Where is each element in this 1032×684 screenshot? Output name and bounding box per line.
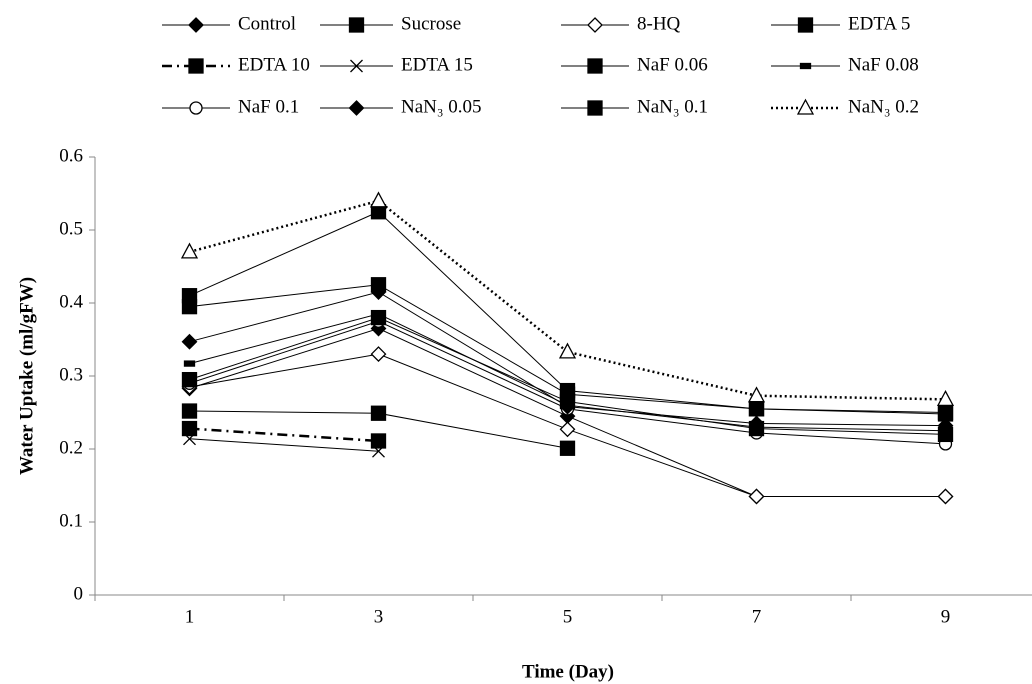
marker — [370, 346, 387, 363]
marker — [370, 284, 387, 300]
marker — [797, 17, 814, 33]
marker — [181, 333, 198, 350]
series — [181, 403, 576, 456]
marker — [370, 433, 387, 449]
y-tick-label: 0.5 — [59, 218, 83, 239]
legend-label: NaF 0.1 — [238, 96, 299, 117]
legend-label: NaF 0.06 — [637, 54, 708, 75]
marker — [587, 58, 603, 74]
marker — [188, 17, 204, 33]
marker — [180, 242, 199, 259]
marker — [372, 444, 385, 458]
marker — [559, 393, 576, 410]
marker — [748, 420, 765, 437]
series-line — [189, 438, 379, 452]
legend-item: NaF 0.06 — [561, 54, 708, 75]
x-tick-label: 1 — [185, 606, 195, 627]
marker — [350, 59, 363, 73]
marker — [369, 191, 388, 208]
legend-label: EDTA 5 — [848, 13, 910, 34]
marker — [181, 403, 198, 419]
marker — [181, 298, 198, 315]
series — [183, 432, 385, 458]
x-tick-label: 7 — [752, 606, 762, 627]
y-tick-label: 0.3 — [59, 364, 83, 385]
legend-item: NaF 0.08 — [771, 54, 919, 75]
marker — [747, 386, 766, 403]
marker — [370, 405, 387, 421]
marker — [936, 389, 955, 407]
series-line — [189, 199, 946, 401]
x-tick-label: 3 — [374, 606, 384, 627]
series — [180, 191, 955, 407]
marker — [559, 440, 576, 456]
marker — [796, 98, 815, 115]
legend-label: NaN₃ 0.2 — [848, 96, 919, 117]
y-axis-label: Water Uptake (ml/gFW) — [16, 277, 37, 475]
marker — [587, 17, 603, 33]
series — [181, 420, 387, 449]
series — [181, 346, 954, 505]
marker — [748, 401, 765, 417]
x-tick-label: 5 — [563, 606, 573, 627]
series-line — [189, 427, 379, 443]
legend-item: Sucrose — [320, 13, 461, 34]
legend-label: NaN₃ 0.05 — [401, 96, 482, 117]
x-tick-label: 9 — [941, 606, 951, 627]
legend-label: NaF 0.08 — [848, 54, 919, 75]
legend-label: NaN₃ 0.1 — [637, 96, 708, 117]
marker — [558, 342, 577, 359]
series — [181, 309, 954, 443]
marker — [937, 488, 954, 505]
legend-item: NaN₃ 0.05 — [320, 96, 482, 117]
legend-label: 8-HQ — [637, 13, 681, 34]
legend-item: EDTA 5 — [771, 13, 910, 34]
legend-item: Control — [162, 13, 296, 34]
marker — [183, 432, 196, 446]
marker — [181, 371, 198, 388]
legend-label: Sucrose — [401, 13, 461, 34]
marker — [189, 101, 203, 115]
legend-item: NaN₃ 0.2 — [771, 96, 919, 117]
marker — [559, 421, 576, 438]
marker — [937, 426, 954, 443]
marker — [348, 17, 365, 33]
legend-item: EDTA 10 — [162, 54, 310, 75]
legend-label: Control — [238, 13, 296, 34]
legend-label: EDTA 15 — [401, 54, 473, 75]
marker — [587, 100, 603, 116]
legend-item: NaF 0.1 — [162, 96, 299, 117]
marker — [183, 360, 196, 367]
marker — [799, 62, 812, 70]
marker — [748, 488, 765, 505]
y-tick-label: 0.2 — [59, 437, 83, 458]
marker — [188, 58, 204, 74]
marker — [370, 309, 387, 326]
y-tick-label: 0 — [74, 583, 84, 604]
legend-item: 8-HQ — [561, 13, 681, 34]
x-axis-label: Time (Day) — [522, 661, 614, 682]
marker — [181, 420, 198, 437]
legend-item: NaN₃ 0.1 — [561, 96, 708, 117]
y-tick-label: 0.1 — [59, 510, 83, 531]
legend-label: EDTA 10 — [238, 54, 310, 75]
y-tick-label: 0.6 — [59, 145, 83, 166]
y-tick-label: 0.4 — [59, 291, 83, 312]
legend-item: EDTA 15 — [320, 54, 473, 75]
marker — [348, 100, 365, 116]
